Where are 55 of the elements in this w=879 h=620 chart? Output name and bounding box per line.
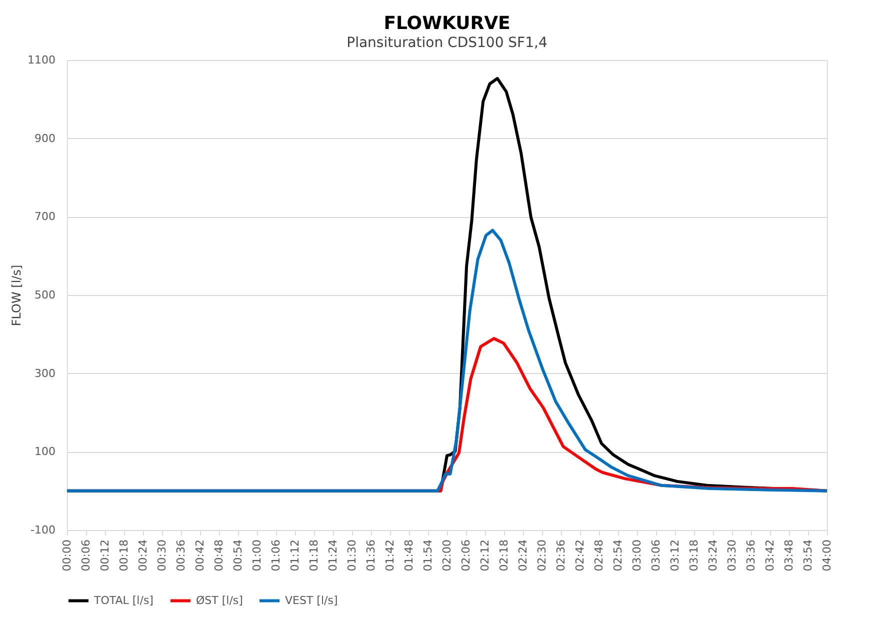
x-tick-label: 02:48 xyxy=(592,540,606,572)
x-tick-label: 02:42 xyxy=(574,540,586,572)
x-tick-label: 02:24 xyxy=(516,540,530,572)
y-tick-label: 1100 xyxy=(28,54,56,66)
x-tick-label: 02:12 xyxy=(478,540,492,572)
x-tick-label: 02:54 xyxy=(612,540,624,572)
x-tick-label: 01:54 xyxy=(422,540,434,572)
y-axis-title: FLOW [l/s] xyxy=(10,264,24,326)
y-tick-label: 900 xyxy=(34,132,56,145)
x-tick-label: 01:12 xyxy=(288,540,302,572)
chart-title: FLOWKURVE xyxy=(384,13,510,34)
x-tick-label: 03:36 xyxy=(744,540,758,572)
y-tick-label: 100 xyxy=(34,445,56,458)
x-tick-label: 01:48 xyxy=(402,540,416,572)
x-tick-label: 03:24 xyxy=(706,540,720,572)
y-tick-label: 300 xyxy=(34,366,56,380)
x-tick-label: 00:00 xyxy=(60,540,74,572)
legend-label: VEST [l/s] xyxy=(285,594,338,607)
legend-label: TOTAL [l/s] xyxy=(93,594,154,607)
x-tick-label: 03:42 xyxy=(764,540,776,572)
x-tick-label: 03:30 xyxy=(726,540,738,572)
y-tick-label: -100 xyxy=(30,524,56,536)
x-tick-label: 00:24 xyxy=(136,540,150,572)
x-tick-label: 02:36 xyxy=(554,540,568,572)
x-tick-label: 00:42 xyxy=(194,540,206,572)
x-tick-label: 02:18 xyxy=(498,540,510,572)
x-tick-label: 00:06 xyxy=(80,540,92,572)
x-tick-label: 00:36 xyxy=(174,540,188,572)
x-tick-label: 03:54 xyxy=(802,540,814,572)
x-tick-label: 03:18 xyxy=(688,540,700,572)
x-tick-label: 01:36 xyxy=(364,540,378,572)
x-tick-label: 03:06 xyxy=(650,540,662,572)
x-tick-label: 01:18 xyxy=(308,540,320,572)
x-tick-label: 04:00 xyxy=(820,540,834,572)
x-tick-label: 03:00 xyxy=(630,540,644,572)
x-tick-label: 01:30 xyxy=(346,540,358,572)
chart-subtitle: Plansituration CDS100 SF1,4 xyxy=(346,35,548,51)
x-tick-label: 00:30 xyxy=(156,540,168,572)
x-tick-label: 00:48 xyxy=(212,540,226,572)
x-tick-label: 01:42 xyxy=(384,540,396,572)
x-tick-label: 00:12 xyxy=(98,540,112,572)
x-tick-label: 03:12 xyxy=(668,540,682,572)
x-tick-label: 00:54 xyxy=(232,540,244,572)
x-tick-label: 01:24 xyxy=(326,540,340,572)
x-tick-label: 03:48 xyxy=(782,540,796,572)
x-tick-label: 01:06 xyxy=(270,540,282,572)
x-tick-label: 02:30 xyxy=(536,540,548,572)
y-tick-label: 500 xyxy=(34,288,56,302)
line-series xyxy=(66,228,828,492)
x-tick-label: 01:00 xyxy=(250,540,264,572)
y-tick-label: 700 xyxy=(34,210,56,224)
x-tick-label: 02:06 xyxy=(460,540,472,572)
x-tick-label: 00:18 xyxy=(118,540,130,572)
x-tick-label: 02:00 xyxy=(440,540,454,572)
legend-label: ØST [l/s] xyxy=(196,594,243,607)
